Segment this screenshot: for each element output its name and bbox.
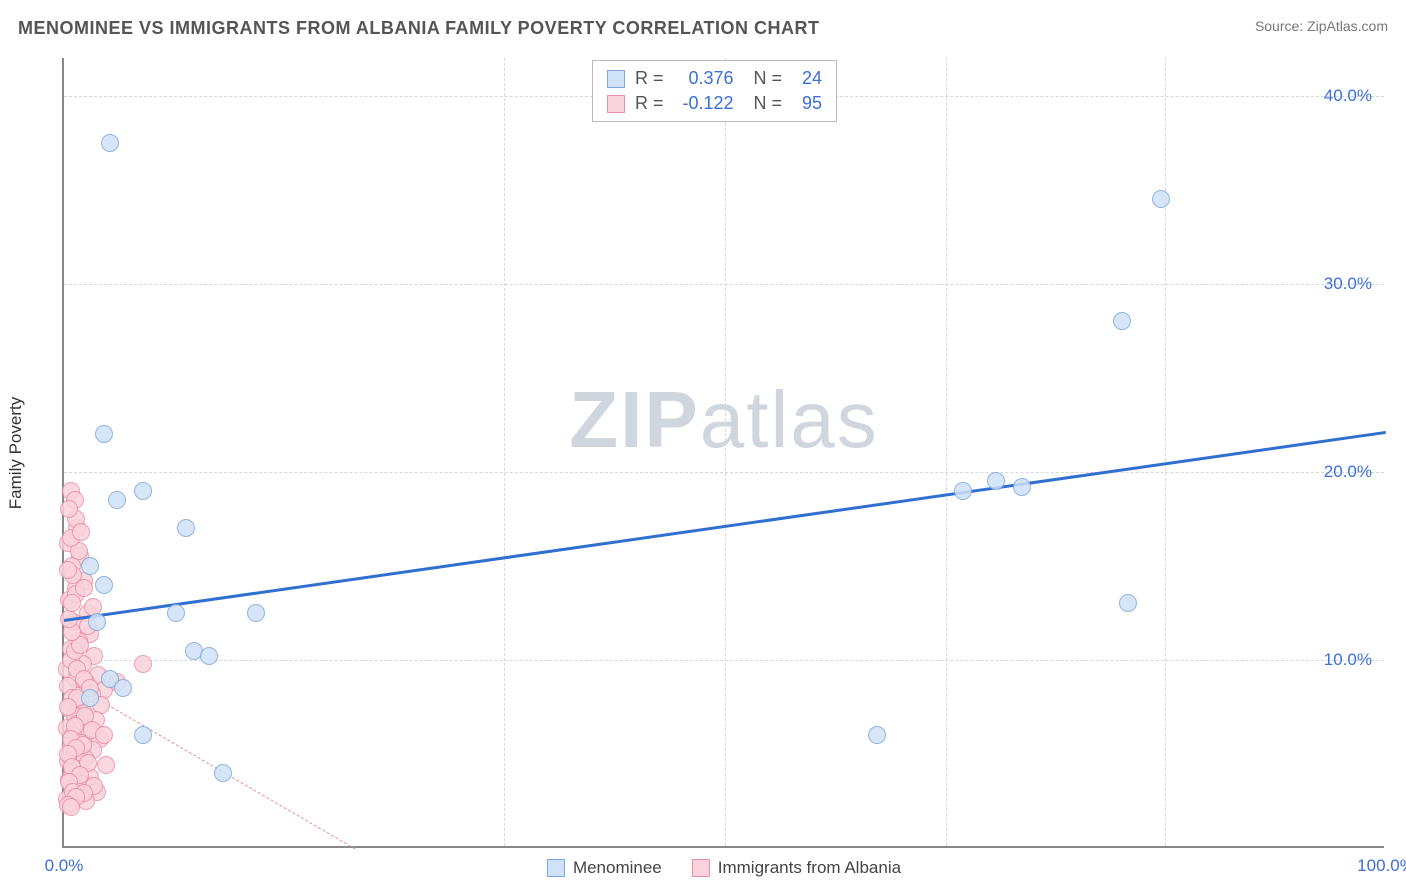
watermark: ZIPatlas — [569, 374, 878, 466]
legend: Menominee Immigrants from Albania — [547, 858, 901, 878]
legend-label: Immigrants from Albania — [718, 858, 901, 878]
y-tick-label: 10.0% — [1324, 650, 1372, 670]
n-value: 95 — [792, 93, 822, 114]
scatter-marker — [134, 726, 152, 744]
scatter-marker — [134, 482, 152, 500]
scatter-marker — [62, 798, 80, 816]
scatter-marker — [987, 472, 1005, 490]
scatter-marker — [97, 756, 115, 774]
gridline-vertical — [946, 58, 947, 846]
scatter-marker — [868, 726, 886, 744]
scatter-marker — [177, 519, 195, 537]
n-label: N = — [754, 93, 783, 114]
plot-area: ZIPatlas MenomineeImmigrants from Albani… — [62, 58, 1384, 848]
scatter-marker — [63, 594, 81, 612]
gridline-vertical — [725, 58, 726, 846]
legend-item: Menominee — [547, 858, 662, 878]
r-label: R = — [635, 68, 664, 89]
stats-row: R = -0.122 N = 95 — [607, 91, 822, 116]
scatter-marker — [1113, 312, 1131, 330]
scatter-marker — [200, 647, 218, 665]
source-label: Source: ZipAtlas.com — [1255, 18, 1388, 34]
gridline-vertical — [1165, 58, 1166, 846]
scatter-marker — [1152, 190, 1170, 208]
scatter-marker — [108, 491, 126, 509]
r-label: R = — [635, 93, 664, 114]
scatter-marker — [59, 561, 77, 579]
series-swatch — [607, 95, 625, 113]
gridline-horizontal — [64, 660, 1384, 661]
gridline-vertical — [504, 58, 505, 846]
r-value: -0.122 — [674, 93, 734, 114]
legend-label: Menominee — [573, 858, 662, 878]
scatter-marker — [1119, 594, 1137, 612]
scatter-marker — [101, 134, 119, 152]
scatter-marker — [1013, 478, 1031, 496]
scatter-marker — [59, 698, 77, 716]
chart-title: MENOMINEE VS IMMIGRANTS FROM ALBANIA FAM… — [18, 18, 820, 39]
x-tick-label: 100.0% — [1357, 856, 1406, 876]
scatter-marker — [114, 679, 132, 697]
gridline-horizontal — [64, 284, 1384, 285]
y-axis-label: Family Poverty — [6, 397, 26, 509]
series-swatch — [607, 70, 625, 88]
y-tick-label: 30.0% — [1324, 274, 1372, 294]
chart-container: Family Poverty ZIPatlas MenomineeImmigra… — [44, 58, 1384, 848]
legend-item: Immigrants from Albania — [692, 858, 901, 878]
x-tick-label: 0.0% — [45, 856, 84, 876]
n-label: N = — [754, 68, 783, 89]
y-tick-label: 20.0% — [1324, 462, 1372, 482]
scatter-marker — [134, 655, 152, 673]
scatter-marker — [81, 557, 99, 575]
scatter-marker — [81, 689, 99, 707]
scatter-marker — [954, 482, 972, 500]
legend-swatch — [547, 859, 565, 877]
scatter-marker — [95, 576, 113, 594]
scatter-marker — [167, 604, 185, 622]
stats-box: R = 0.376 N = 24 R = -0.122 N = 95 — [592, 60, 837, 122]
n-value: 24 — [792, 68, 822, 89]
scatter-marker — [214, 764, 232, 782]
scatter-marker — [95, 726, 113, 744]
stats-row: R = 0.376 N = 24 — [607, 66, 822, 91]
y-tick-label: 40.0% — [1324, 86, 1372, 106]
scatter-marker — [88, 613, 106, 631]
scatter-marker — [95, 425, 113, 443]
legend-swatch — [692, 859, 710, 877]
scatter-marker — [247, 604, 265, 622]
scatter-marker — [60, 500, 78, 518]
gridline-horizontal — [64, 472, 1384, 473]
scatter-marker — [72, 523, 90, 541]
r-value: 0.376 — [674, 68, 734, 89]
